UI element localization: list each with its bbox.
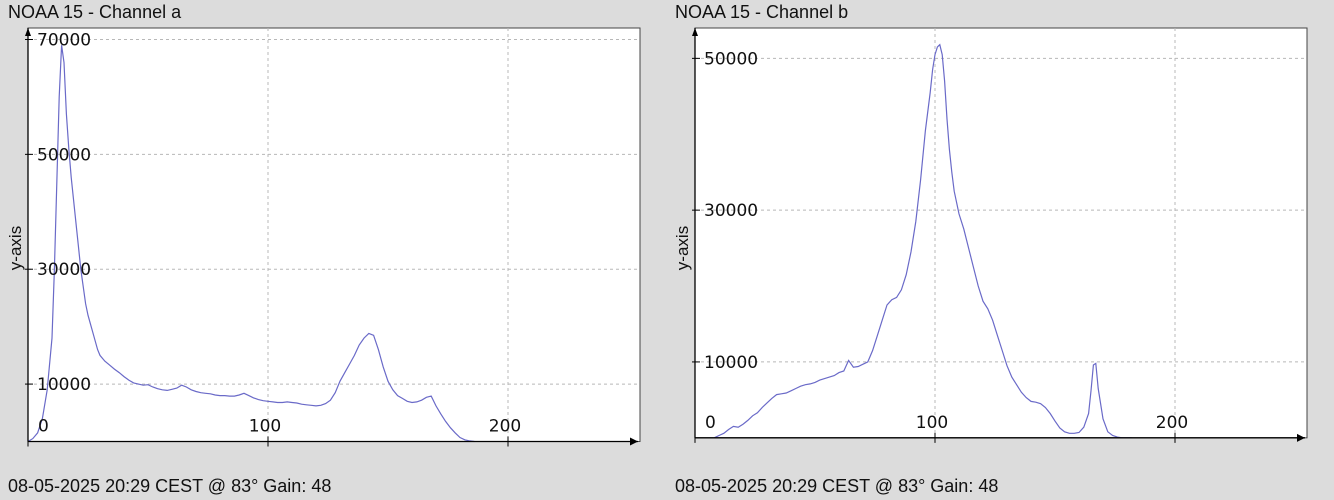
status-footer: 08-05-2025 20:29 CEST @ 83° Gain: 48 [675, 476, 999, 496]
x-tick-label: 0 [705, 413, 716, 433]
chart-panel-b: NOAA 15 - Channel b y-axis 0 100 200 10000 3… [667, 0, 1334, 500]
y-axis-arrow [692, 28, 698, 36]
x-tick-label: 0 [38, 417, 49, 437]
series-line [713, 43, 1132, 439]
y-tick-label: 10000 [704, 353, 758, 373]
x-tick-label: 200 [489, 417, 521, 437]
x-axis-arrow [1297, 433, 1305, 442]
x-tick-label: 100 [249, 417, 281, 437]
series-line [27, 45, 475, 443]
y-tick-label: 30000 [704, 201, 758, 221]
y-axis-arrow [25, 28, 31, 36]
plot-background [694, 27, 1308, 439]
plot-background [27, 27, 641, 443]
x-axis-arrow [630, 437, 638, 446]
x-tick-label: 200 [1156, 413, 1188, 433]
y-tick-label: 70000 [37, 30, 91, 50]
chart-title: NOAA 15 - Channel b [675, 2, 849, 22]
y-tick-label: 30000 [37, 260, 91, 280]
plot-area: 0 100 200 10000 30000 50000 [692, 27, 1308, 443]
y-tick-label: 50000 [37, 145, 91, 165]
chart-panel-a: NOAA 15 - Channel a y-axis 0 100 200 10000 3… [6, 2, 641, 496]
y-tick-label: 10000 [37, 375, 91, 395]
status-footer: 08-05-2025 20:29 CEST @ 83° Gain: 48 [8, 476, 332, 496]
x-tick-label: 100 [916, 413, 948, 433]
chart-title: NOAA 15 - Channel a [8, 2, 182, 22]
plot-area: 0 100 200 10000 30000 50000 70000 [25, 27, 641, 447]
y-tick-label: 50000 [704, 49, 758, 69]
